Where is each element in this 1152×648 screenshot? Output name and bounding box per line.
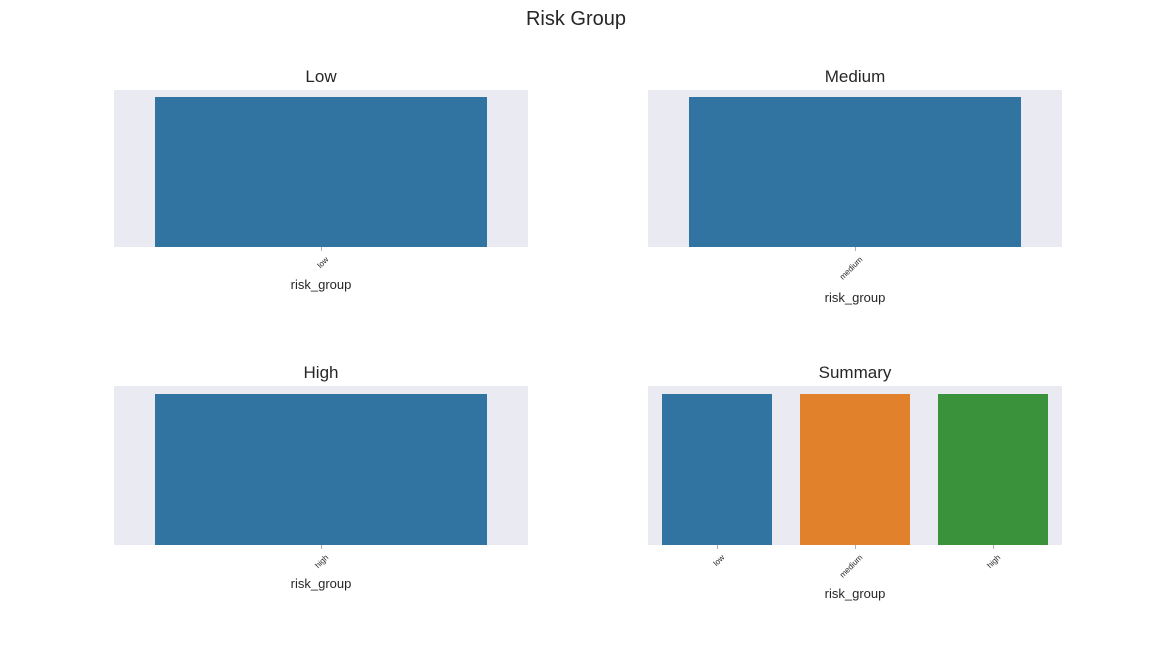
subplot-high: High risk_group high [114,362,528,602]
bar-medium [799,393,911,545]
x-axis-label: risk_group [290,576,352,591]
x-tick-mark [855,545,856,549]
x-tick-mark [321,545,322,549]
x-tick-mark [993,545,994,549]
x-tick-mark [717,545,718,549]
x-tick-mark [321,247,322,251]
subplot-medium: Medium risk_group medium [648,66,1062,306]
x-tick-label: low [711,553,727,568]
x-tick-label: high [985,553,1003,571]
bar-low [155,97,487,247]
subplot-title: Low [305,67,337,86]
x-tick-label: low [315,255,331,270]
x-axis-label: risk_group [824,290,886,305]
figure-title: Risk Group [525,8,627,30]
x-tick-label: medium [837,255,865,282]
subplot-summary: Summary risk_group low medium high [648,362,1062,612]
bar-high [155,393,487,545]
subplot-title: High [303,363,339,382]
bar-low [661,393,773,545]
bar-high [937,393,1049,545]
x-tick-label: high [313,553,331,571]
x-tick-label: medium [837,553,865,580]
subplot-low: Low risk_group low [114,66,528,306]
x-axis-label: risk_group [824,586,886,601]
x-tick-mark [855,247,856,251]
x-axis-label: risk_group [290,277,352,292]
bar-medium [689,97,1021,247]
subplot-title: Medium [824,67,886,86]
subplot-title: Summary [818,363,892,382]
